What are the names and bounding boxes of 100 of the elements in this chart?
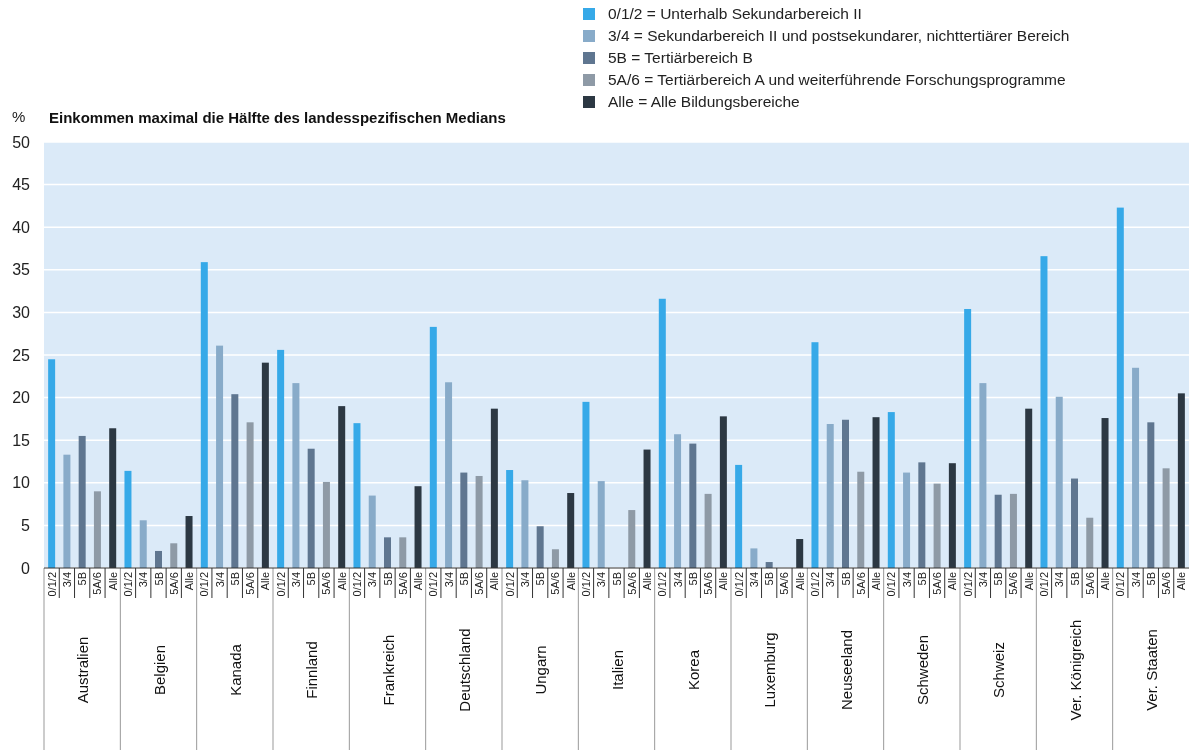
text: 5A/6 <box>1083 572 1096 595</box>
text: 3/4 <box>900 572 913 588</box>
bar <box>964 308 972 568</box>
text: 3/4 <box>213 572 226 588</box>
text: 5B <box>152 572 165 586</box>
text: 5A/6 <box>396 572 409 595</box>
bar <box>155 550 162 568</box>
bar <box>1009 493 1017 568</box>
bar <box>246 422 254 568</box>
bar <box>994 494 1002 568</box>
text: 3/4 <box>442 572 455 588</box>
bar <box>93 491 101 568</box>
text: 0/1/2 <box>1037 572 1050 597</box>
bar <box>124 470 132 568</box>
bar <box>292 383 300 568</box>
text: 5A/6 <box>320 572 333 595</box>
text: 5B <box>457 572 470 586</box>
bar <box>903 472 911 568</box>
y-axis-title: % <box>12 108 26 125</box>
y-tick-label: 30 <box>12 304 31 321</box>
bar <box>200 262 208 568</box>
bar <box>826 424 834 568</box>
text: 5A/6 <box>167 572 180 595</box>
text: 0/1/2 <box>121 572 134 597</box>
text: 0/1/2 <box>732 572 745 597</box>
text: 0/1/2 <box>579 572 592 597</box>
bar <box>979 383 987 568</box>
bar <box>674 434 682 568</box>
text: 5B <box>76 572 89 586</box>
bar <box>658 298 666 568</box>
x-tick-label: Korea <box>684 649 702 691</box>
bar <box>368 495 376 568</box>
bar <box>307 448 315 568</box>
bar <box>414 486 422 568</box>
x-tick-label: Kanada <box>226 643 244 696</box>
bar <box>887 412 895 568</box>
bar <box>918 462 926 568</box>
bar <box>811 342 819 568</box>
legend-label: 5B = Tertiärbereich B <box>608 49 753 67</box>
text: 5B <box>228 572 241 586</box>
text: 3/4 <box>747 572 760 588</box>
text: 0/1/2 <box>427 572 440 597</box>
text: 3/4 <box>976 572 989 588</box>
bar <box>1116 207 1124 568</box>
x-tick-label: Schweiz <box>990 642 1008 698</box>
bar <box>384 537 391 568</box>
text: 3/4 <box>1129 572 1142 588</box>
text: 0/1/2 <box>656 572 669 597</box>
bar <box>338 406 346 568</box>
text: Alle <box>641 572 654 591</box>
bar <box>506 470 514 568</box>
bar <box>1040 256 1048 568</box>
bar <box>567 493 575 568</box>
x-tick-label: Frankreich <box>379 634 397 706</box>
text: 5B <box>1068 572 1081 586</box>
text: 3/4 <box>289 572 302 588</box>
bar <box>460 472 468 568</box>
y-tick-label: 10 <box>12 474 31 492</box>
bar <box>399 537 407 568</box>
bar <box>735 464 743 568</box>
bar <box>445 382 453 568</box>
y-tick-label: 40 <box>12 218 31 236</box>
bar <box>536 526 544 568</box>
bar <box>1162 468 1170 568</box>
bar <box>63 454 71 568</box>
bar <box>1132 367 1140 568</box>
bar <box>796 539 804 568</box>
bar <box>139 520 147 568</box>
bar <box>1101 418 1109 568</box>
bar <box>1071 478 1078 568</box>
bar <box>628 510 636 568</box>
text: 0/1/2 <box>274 572 287 597</box>
bar <box>842 419 849 568</box>
text: 5A/6 <box>1007 572 1020 595</box>
text: 5A/6 <box>473 572 486 595</box>
y-tick-label: 5 <box>21 517 31 534</box>
x-tick-label: Australien <box>74 636 92 704</box>
text: 5A/6 <box>931 572 944 595</box>
legend-label: Alle = Alle Bildungsbereiche <box>608 93 800 111</box>
bar <box>1055 396 1063 568</box>
bar <box>170 543 178 568</box>
bar <box>1025 408 1033 568</box>
text: 5A/6 <box>778 572 791 595</box>
text: Alle <box>106 572 119 591</box>
text: 0/1/2 <box>1114 572 1127 597</box>
text: 5A/6 <box>91 572 104 595</box>
text: 0/1/2 <box>350 572 363 597</box>
text: 3/4 <box>1053 572 1066 588</box>
bar <box>216 345 224 568</box>
bar <box>857 471 865 568</box>
x-tick-label: Finnland <box>303 641 321 699</box>
x-tick-label: Ver. Staaten <box>1142 629 1160 711</box>
bar <box>704 493 712 568</box>
x-tick-label: Belgien <box>150 644 168 696</box>
y-tick-label: 35 <box>12 261 31 279</box>
text: 0/1/2 <box>961 572 974 597</box>
text: Alle <box>1175 572 1188 591</box>
bar <box>872 417 880 568</box>
bar <box>582 401 590 568</box>
legend-label: 0/1/2 = Unterhalb Sekundarbereich II <box>608 5 862 23</box>
